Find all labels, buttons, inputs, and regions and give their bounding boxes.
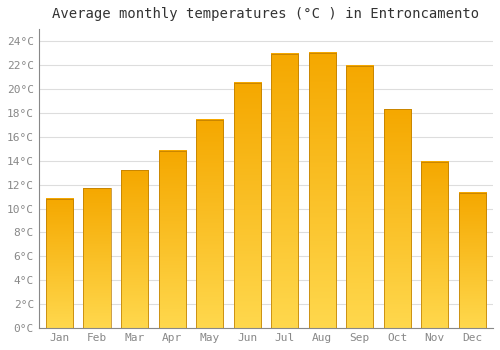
Bar xyxy=(346,66,374,328)
Bar xyxy=(384,109,411,328)
Bar xyxy=(271,54,298,328)
Bar xyxy=(84,188,110,328)
Bar xyxy=(234,83,260,328)
Bar xyxy=(308,53,336,328)
Bar xyxy=(121,170,148,328)
Bar xyxy=(459,193,486,328)
Bar xyxy=(46,199,73,328)
Bar xyxy=(196,120,223,328)
Title: Average monthly temperatures (°C ) in Entroncamento: Average monthly temperatures (°C ) in En… xyxy=(52,7,480,21)
Bar xyxy=(422,162,448,328)
Bar xyxy=(158,151,186,328)
